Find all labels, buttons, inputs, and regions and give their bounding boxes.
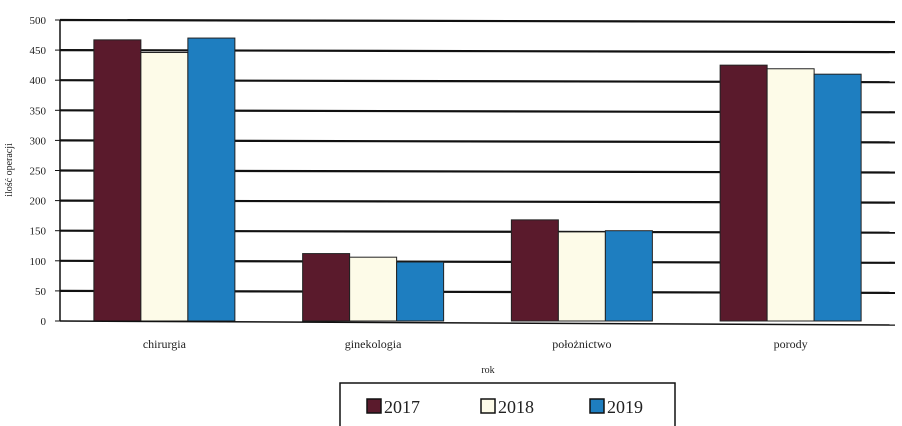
bar-2017-ginekologia [302,253,351,322]
bar-2018-porody [766,68,815,322]
category-label: ginekologia [345,337,402,351]
gridline [59,49,896,54]
bar-2017-chirurgia [93,39,142,322]
bar-2019-porody [813,73,862,322]
y-tick-label: 200 [30,196,47,208]
x-axis-label: rok [481,365,494,376]
bar-2018-chirurgia [140,52,189,322]
category-labels: chirurgia ginekologia położnictwo porody [143,337,808,351]
bar-2017-porody [719,64,768,322]
bar-2019-chirurgia [187,37,236,322]
bar-2018-ginekologia [349,256,398,322]
category-label: chirurgia [143,337,187,351]
bar-2017-położnictwo [510,219,559,322]
x-axis-line [59,320,896,326]
y-tick-label: 500 [30,15,47,27]
legend-label: 2019 [607,397,643,417]
y-tick-label: 0 [41,316,47,328]
legend-swatch [480,398,496,414]
y-tick-label: 150 [30,226,47,238]
y-tick-label: 100 [30,256,47,268]
y-tick-label: 250 [30,166,47,178]
y-tick-label: 400 [30,75,47,87]
legend-box [339,382,676,426]
bar-2019-położnictwo [604,230,653,322]
y-axis-label: ilość operacji [4,143,15,197]
category-label: położnictwo [552,337,611,351]
y-tick-label: 450 [30,45,47,57]
legend-swatch [366,398,382,414]
y-tick-label: 350 [30,105,47,117]
bar-2018-położnictwo [557,231,606,322]
legend-label: 2018 [498,397,534,417]
y-tick-label: 300 [30,135,47,147]
gridline [59,18,896,24]
y-tick-label: 50 [35,286,47,298]
legend-label: 2017 [384,397,420,417]
category-label: porody [774,337,808,351]
y-tick-labels: 0 50 100 150 200 250 300 350 400 450 500 [30,15,60,328]
bar-2019-ginekologia [396,261,445,322]
legend: 2017 2018 2019 [339,382,676,426]
legend-swatch [589,398,605,414]
